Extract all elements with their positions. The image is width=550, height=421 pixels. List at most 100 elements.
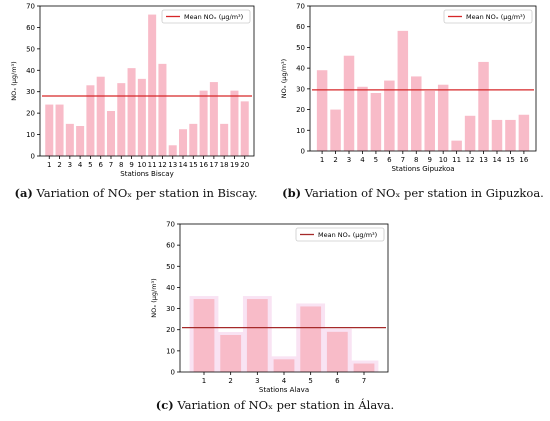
caption-biscay: (a) Variation of NOₓ per station in Bisc… — [0, 186, 272, 200]
x-tick-label: 18 — [220, 161, 229, 169]
caption-alava: (c) Variation of NOₓ per station in Álav… — [140, 398, 410, 412]
bar — [397, 30, 409, 151]
y-tick-label: 10 — [296, 127, 305, 135]
bar — [158, 63, 167, 156]
legend-label: Mean NOₓ (μg/m³) — [184, 13, 243, 21]
bar — [45, 104, 54, 156]
y-tick-label: 0 — [31, 153, 35, 161]
x-tick-label: 4 — [282, 377, 287, 385]
x-tick-label: 6 — [387, 156, 392, 164]
x-axis: 1 2 3 4 5 6 7 8 9 10 11 12 13 14 15 16 — [320, 151, 529, 164]
y-tick-label: 60 — [166, 242, 175, 250]
x-tick-label: 5 — [374, 156, 378, 164]
x-tick-label: 13 — [168, 161, 177, 169]
y-tick-label: 10 — [166, 347, 175, 355]
bar — [193, 299, 215, 372]
caption-text: Variation of NOₓ per station in Gipuzkoa… — [301, 186, 544, 200]
bar — [240, 101, 249, 156]
y-axis: 0 10 20 30 40 50 60 70 — [166, 221, 180, 377]
x-tick-label: 2 — [57, 161, 61, 169]
bar — [518, 114, 530, 151]
x-tick-label: 14 — [493, 156, 502, 164]
x-tick-label: 16 — [519, 156, 528, 164]
y-tick-label: 60 — [296, 23, 305, 31]
y-tick-label: 0 — [301, 148, 305, 156]
bar — [451, 140, 462, 151]
bars — [316, 30, 530, 151]
bar — [370, 93, 382, 151]
bars — [45, 14, 249, 157]
y-tick-label: 50 — [296, 44, 305, 52]
bar — [168, 145, 177, 156]
x-tick-label: 1 — [320, 156, 324, 164]
x-axis-label: Stations Gipuzkoa — [391, 165, 454, 173]
caption-text: Variation of NOₓ per station in Álava. — [173, 398, 395, 412]
x-tick-label: 6 — [98, 161, 103, 169]
caption-text: Variation of NOₓ per station in Biscay. — [32, 186, 258, 200]
caption-label: (b) — [282, 186, 302, 200]
legend: Mean NOₓ (μg/m³) — [295, 227, 385, 242]
bar — [178, 129, 188, 156]
x-axis-label: Stations Biscay — [120, 170, 173, 178]
bar — [96, 76, 105, 156]
y-axis: 0 10 20 30 40 50 60 70 — [296, 3, 310, 156]
bar — [76, 126, 85, 156]
legend-box — [443, 9, 533, 24]
legend-label: Mean NOₓ (μg/m³) — [318, 231, 377, 239]
bar — [209, 82, 218, 156]
y-tick-label: 50 — [166, 263, 175, 271]
x-tick-label: 5 — [88, 161, 92, 169]
x-tick-label: 7 — [109, 161, 113, 169]
bar — [353, 363, 375, 372]
y-tick-label: 30 — [166, 305, 175, 313]
bar — [189, 123, 198, 156]
legend-box — [295, 227, 385, 242]
x-tick-label: 15 — [189, 161, 198, 169]
x-tick-label: 11 — [148, 161, 157, 169]
chart-panel-gipuzkoa: 0 10 20 30 40 50 60 70 1 2 3 4 5 6 7 8 9 10 11 12 13 14 15 16 St… — [276, 0, 550, 210]
x-tick-label: 7 — [401, 156, 405, 164]
x-tick-label: 4 — [78, 161, 83, 169]
bars — [189, 296, 379, 372]
y-tick-label: 30 — [296, 85, 305, 93]
bar — [148, 14, 157, 157]
y-tick-label: 20 — [26, 110, 35, 118]
caption-label: (c) — [155, 398, 174, 412]
bar — [316, 70, 328, 151]
bar — [273, 359, 295, 372]
y-axis: 0 10 20 30 40 50 60 70 — [26, 3, 40, 161]
bar — [300, 306, 322, 372]
x-tick-label: 3 — [68, 161, 72, 169]
y-tick-label: 40 — [296, 65, 305, 73]
bar — [491, 119, 503, 151]
x-tick-label: 14 — [179, 161, 188, 169]
bar — [117, 83, 126, 156]
bar — [330, 109, 341, 151]
x-tick-label: 11 — [452, 156, 461, 164]
x-tick-label: 19 — [230, 161, 239, 169]
y-axis-label: NOₓ (μg/m³) — [10, 61, 18, 100]
bar — [326, 331, 348, 372]
caption-label: (a) — [14, 186, 33, 200]
bar — [384, 80, 395, 151]
x-tick-label: 2 — [333, 156, 337, 164]
x-tick-label: 17 — [209, 161, 218, 169]
x-tick-label: 6 — [335, 377, 340, 385]
bar — [220, 335, 242, 372]
y-axis-label: NOₓ (μg/m³) — [150, 278, 158, 317]
chart-panel-biscay: 0 10 20 30 40 50 60 70 1 2 3 4 5 6 7 8 9 10 11 12 13 14 15 16 17… — [0, 0, 272, 210]
y-tick-label: 60 — [26, 24, 35, 32]
x-axis: 1 2 3 4 5 6 7 8 9 10 11 12 13 14 15 16 17 18 19 20 — [47, 156, 249, 169]
x-tick-label: 8 — [119, 161, 123, 169]
plot-frame — [309, 5, 537, 152]
plot-frame — [39, 5, 255, 157]
bar — [65, 123, 74, 156]
bar — [343, 55, 355, 151]
x-tick-label: 12 — [158, 161, 167, 169]
y-tick-label: 10 — [26, 131, 35, 139]
bar — [230, 90, 239, 156]
bar — [246, 299, 268, 372]
legend: Mean NOₓ (μg/m³) — [161, 9, 251, 24]
